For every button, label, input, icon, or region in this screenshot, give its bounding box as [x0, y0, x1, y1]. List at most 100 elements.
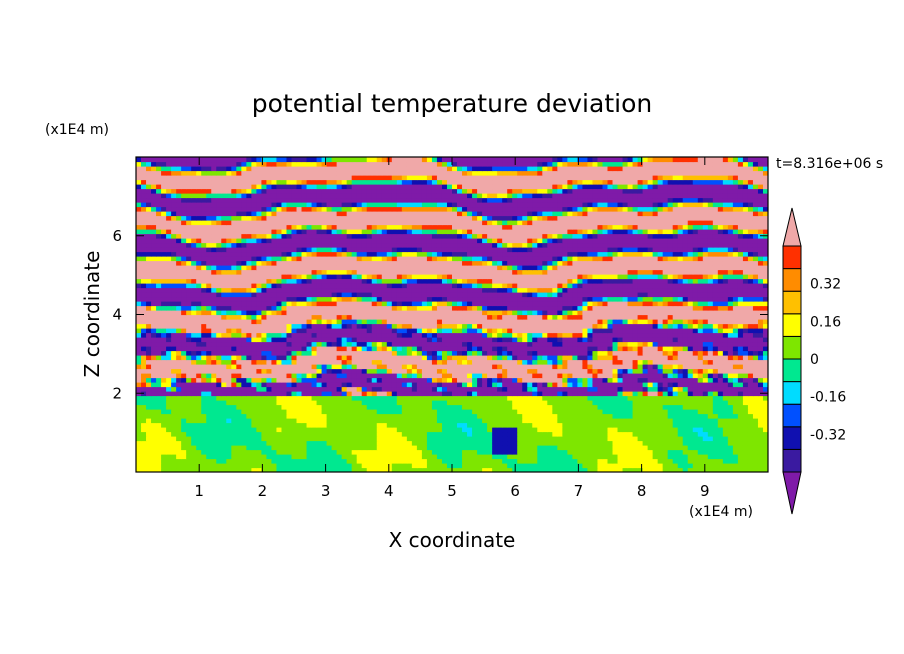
field-cell — [657, 445, 664, 451]
field-cell — [396, 305, 403, 311]
field-cell — [452, 427, 458, 433]
field-cell — [492, 436, 498, 442]
field-cell — [627, 305, 634, 311]
field-cell — [742, 337, 749, 343]
field-cell — [467, 440, 473, 446]
field-cell — [707, 454, 714, 460]
field-cell — [692, 382, 699, 388]
field-cell — [762, 409, 768, 415]
field-cell — [256, 292, 262, 298]
field-cell — [281, 449, 288, 455]
field-cell — [191, 436, 197, 442]
field-cell — [457, 341, 463, 347]
field-cell — [191, 310, 197, 316]
field-cell — [291, 319, 298, 325]
field-cell — [336, 368, 343, 374]
field-cell — [747, 445, 754, 451]
field-cell — [441, 418, 448, 424]
field-cell — [406, 440, 413, 446]
field-cell — [421, 355, 428, 361]
field-cell — [161, 445, 167, 451]
field-cell — [562, 391, 568, 397]
field-cell — [356, 409, 363, 415]
field-cell — [421, 418, 428, 424]
field-cell — [326, 463, 333, 469]
field-cell — [692, 400, 699, 406]
field-cell — [617, 467, 624, 472]
field-cell — [281, 337, 288, 343]
field-cell — [396, 382, 403, 388]
field-cell — [216, 310, 222, 316]
field-cell — [216, 409, 222, 415]
field-cell — [201, 292, 207, 298]
contour-field — [136, 157, 768, 472]
field-cell — [271, 463, 278, 469]
field-cell — [196, 418, 202, 424]
field-cell — [191, 382, 197, 388]
field-cell — [426, 301, 433, 307]
field-cell — [707, 400, 714, 406]
field-cell — [356, 341, 363, 347]
field-cell — [672, 409, 679, 415]
field-cell — [291, 368, 298, 374]
field-cell — [627, 409, 634, 415]
field-cell — [457, 364, 463, 370]
field-cell — [572, 328, 578, 334]
field-cell — [261, 301, 268, 307]
field-cell — [632, 337, 639, 343]
field-cell — [602, 413, 609, 419]
field-cell — [502, 382, 508, 388]
field-cell — [517, 364, 523, 370]
field-cell — [386, 418, 393, 424]
field-cell — [201, 454, 207, 460]
field-cell — [647, 395, 654, 401]
field-cell — [346, 368, 353, 374]
field-cell — [502, 449, 508, 455]
field-cell — [166, 418, 172, 424]
field-cell — [757, 346, 764, 352]
field-cell — [487, 391, 493, 397]
field-cell — [497, 310, 503, 316]
field-cell — [487, 458, 493, 464]
field-cell — [221, 314, 227, 320]
field-cell — [527, 292, 533, 298]
field-cell — [226, 463, 232, 469]
field-cell — [467, 323, 473, 329]
field-cell — [366, 355, 373, 361]
field-cell — [612, 404, 619, 410]
field-cell — [156, 355, 162, 361]
field-cell — [361, 323, 368, 329]
field-cell — [537, 296, 543, 302]
field-cell — [692, 359, 699, 365]
field-cell — [301, 391, 308, 397]
field-cell — [742, 458, 749, 464]
field-cell — [617, 301, 624, 307]
field-cell — [291, 391, 298, 397]
field-cell — [762, 323, 768, 329]
field-cell — [221, 377, 227, 383]
field-cell — [562, 359, 568, 365]
field-cell — [421, 386, 428, 392]
field-cell — [542, 377, 548, 383]
field-cell — [542, 463, 548, 469]
field-cell — [532, 305, 538, 311]
field-cell — [682, 332, 689, 338]
field-cell — [261, 292, 268, 298]
field-cell — [732, 436, 739, 442]
field-cell — [431, 395, 438, 401]
field-cell — [722, 422, 729, 428]
field-cell — [196, 395, 202, 401]
field-cell — [522, 409, 528, 415]
field-cell — [762, 431, 768, 437]
field-cell — [286, 337, 293, 343]
field-cell — [507, 368, 513, 374]
field-cell — [727, 328, 734, 334]
field-cell — [416, 440, 423, 446]
field-cell — [186, 332, 192, 338]
field-cell — [742, 445, 749, 451]
field-cell — [672, 404, 679, 410]
field-cell — [386, 440, 393, 446]
field-cell — [361, 337, 368, 343]
field-cell — [527, 454, 533, 460]
field-cell — [647, 454, 654, 460]
